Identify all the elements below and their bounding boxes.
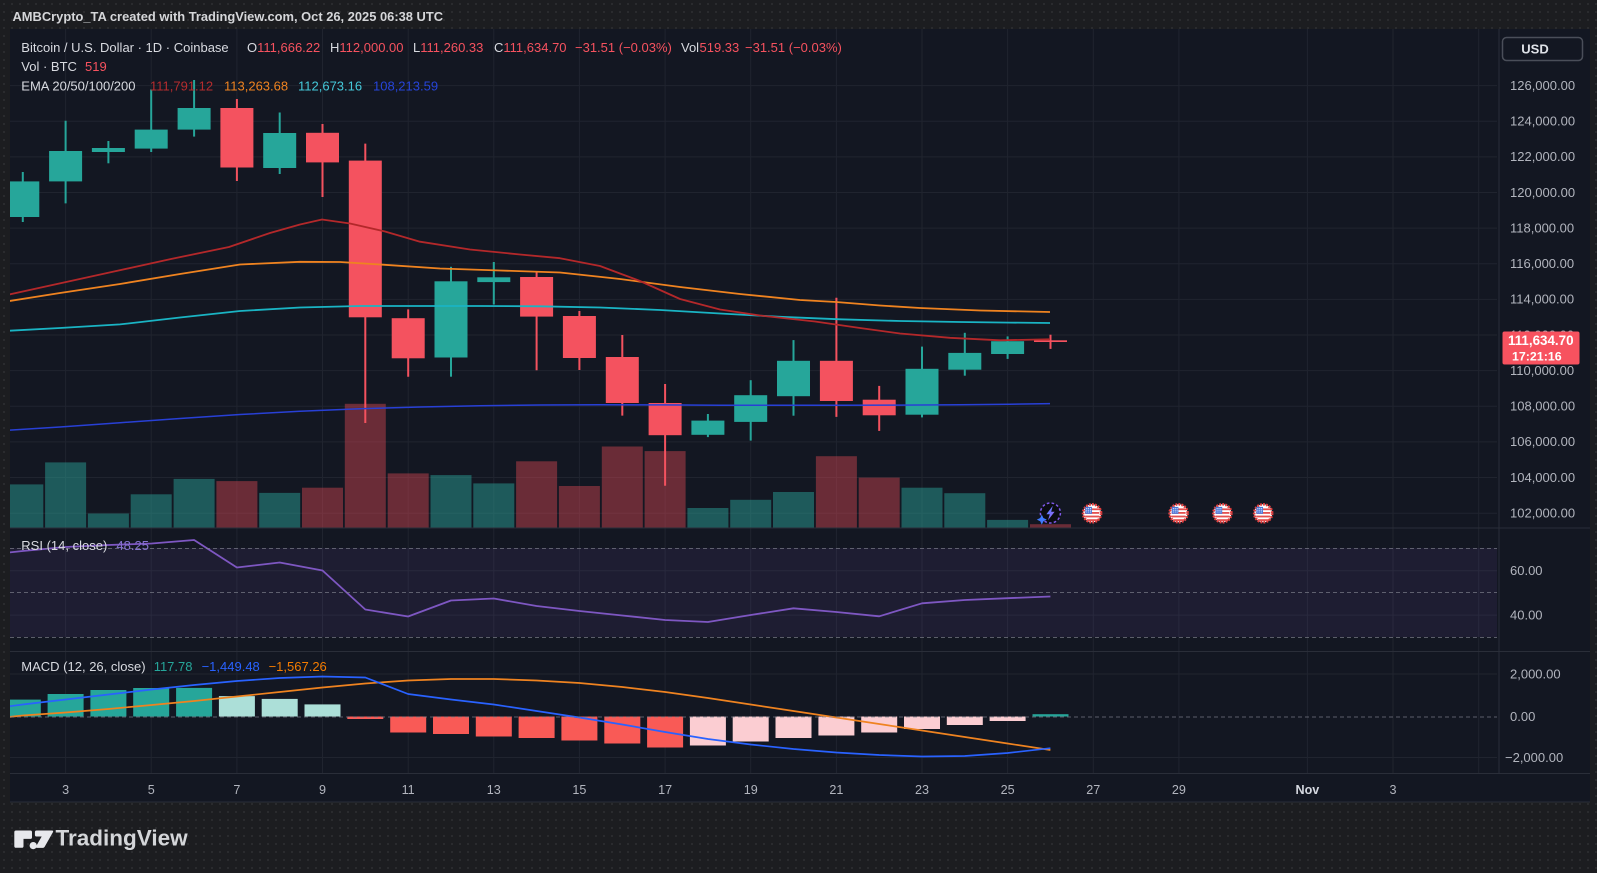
svg-text:C111,634.70: C111,634.70 xyxy=(494,40,567,55)
svg-text:108,213.59: 108,213.59 xyxy=(373,79,438,94)
svg-text:−31.51 (−0.03%): −31.51 (−0.03%) xyxy=(575,40,672,55)
svg-text:AMBCrypto_TA created with Trad: AMBCrypto_TA created with TradingView.co… xyxy=(13,9,444,24)
svg-text:Bitcoin / U.S. Dollar · 1D · C: Bitcoin / U.S. Dollar · 1D · Coinbase xyxy=(21,40,228,55)
svg-text:104,000.00: 104,000.00 xyxy=(1510,470,1575,485)
svg-text:Nov: Nov xyxy=(1295,783,1319,797)
svg-text:106,000.00: 106,000.00 xyxy=(1510,434,1575,449)
svg-text:114,000.00: 114,000.00 xyxy=(1510,292,1574,307)
svg-text:EMA 20/50/100/200: EMA 20/50/100/200 xyxy=(21,79,135,94)
svg-text:RSI (14, close): RSI (14, close) xyxy=(21,538,107,553)
svg-text:−1,449.48: −1,449.48 xyxy=(202,659,260,674)
svg-text:−31.51 (−0.03%): −31.51 (−0.03%) xyxy=(745,40,842,55)
svg-text:102,000.00: 102,000.00 xyxy=(1510,505,1575,520)
svg-text:111,634.70: 111,634.70 xyxy=(1508,333,1574,348)
svg-text:3: 3 xyxy=(62,783,69,797)
svg-text:0.00: 0.00 xyxy=(1510,709,1535,724)
svg-text:17:21:16: 17:21:16 xyxy=(1512,350,1562,364)
svg-text:H112,000.00: H112,000.00 xyxy=(330,40,404,55)
svg-text:5: 5 xyxy=(148,783,155,797)
svg-text:21: 21 xyxy=(829,783,843,797)
svg-text:124,000.00: 124,000.00 xyxy=(1510,114,1575,129)
svg-text:MACD (12, 26, close): MACD (12, 26, close) xyxy=(21,659,145,674)
svg-text:111,791.12: 111,791.12 xyxy=(150,79,213,94)
svg-text:Vol · BTC: Vol · BTC xyxy=(21,59,77,74)
svg-text:9: 9 xyxy=(319,783,326,797)
svg-text:112,673.16: 112,673.16 xyxy=(298,79,362,94)
svg-text:TradingView: TradingView xyxy=(56,826,189,851)
svg-text:15: 15 xyxy=(572,783,586,797)
svg-text:−1,567.26: −1,567.26 xyxy=(269,659,327,674)
svg-text:13: 13 xyxy=(487,783,501,797)
svg-text:126,000.00: 126,000.00 xyxy=(1510,78,1575,93)
svg-text:2,000.00: 2,000.00 xyxy=(1510,666,1561,681)
svg-text:11: 11 xyxy=(402,783,415,797)
svg-text:110,000.00: 110,000.00 xyxy=(1510,363,1574,378)
svg-text:29: 29 xyxy=(1172,783,1186,797)
svg-text:519: 519 xyxy=(85,59,107,74)
svg-text:19: 19 xyxy=(744,783,758,797)
svg-text:17: 17 xyxy=(658,783,672,797)
svg-text:3: 3 xyxy=(1390,783,1397,797)
svg-text:117.78: 117.78 xyxy=(154,659,193,674)
svg-text:122,000.00: 122,000.00 xyxy=(1510,149,1575,164)
svg-text:−2,000.00: −2,000.00 xyxy=(1505,750,1563,765)
svg-text:Vol: Vol xyxy=(681,40,699,55)
svg-text:23: 23 xyxy=(915,783,929,797)
svg-text:519.33: 519.33 xyxy=(700,40,740,55)
svg-text:USD: USD xyxy=(1521,42,1548,57)
svg-text:108,000.00: 108,000.00 xyxy=(1510,399,1575,414)
svg-text:O111,666.22: O111,666.22 xyxy=(247,40,320,55)
svg-text:113,263.68: 113,263.68 xyxy=(224,79,288,94)
svg-text:27: 27 xyxy=(1086,783,1100,797)
svg-text:40.00: 40.00 xyxy=(1510,607,1543,622)
svg-text:48.25: 48.25 xyxy=(116,538,149,553)
svg-text:116,000.00: 116,000.00 xyxy=(1510,256,1574,271)
svg-text:120,000.00: 120,000.00 xyxy=(1510,185,1575,200)
svg-text:L111,260.33: L111,260.33 xyxy=(413,40,483,55)
svg-text:25: 25 xyxy=(1001,783,1015,797)
svg-text:60.00: 60.00 xyxy=(1510,563,1543,578)
svg-text:118,000.00: 118,000.00 xyxy=(1510,220,1574,235)
svg-text:7: 7 xyxy=(233,783,240,797)
